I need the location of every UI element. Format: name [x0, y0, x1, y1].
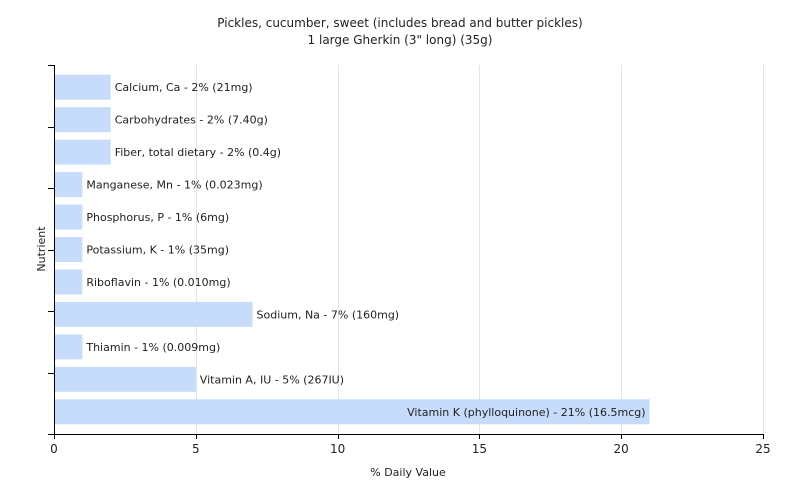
bar-data-label: Carbohydrates - 2% (7.40g): [115, 114, 268, 127]
bar: [55, 172, 83, 198]
bar: [55, 334, 83, 360]
bar-data-label: Riboflavin - 1% (0.010mg): [86, 276, 230, 289]
bar: [55, 399, 650, 425]
bar: [55, 107, 111, 133]
y-axis-title: Nutrient: [35, 226, 48, 272]
bars: Calcium, Ca - 2% (21mg) Carbohydrates - 2…: [55, 74, 650, 425]
bar-data-label: Calcium, Ca - 2% (21mg): [115, 81, 253, 94]
bar: [55, 139, 111, 165]
x-tick-label: 25: [755, 442, 770, 456]
chart-title: Pickles, cucumber, sweet (includes bread…: [217, 16, 582, 30]
x-tick-label: 20: [614, 442, 629, 456]
gridlines: [196, 65, 764, 434]
chart-subtitle: 1 large Gherkin (3" long) (35g): [308, 33, 493, 47]
bar-data-label: Vitamin A, IU - 5% (267IU): [200, 373, 344, 386]
bar: [55, 74, 111, 100]
bar-data-label: Vitamin K (phylloquinone) - 21% (16.5mcg…: [407, 406, 645, 419]
bar-data-label: Phosphorus, P - 1% (6mg): [86, 211, 229, 224]
x-tick-label: 0: [50, 442, 58, 456]
bar-data-label: Manganese, Mn - 1% (0.023mg): [86, 179, 262, 192]
bar-data-label: Fiber, total dietary - 2% (0.4g): [115, 146, 281, 159]
x-axis-title: % Daily Value: [370, 466, 446, 479]
bar: [55, 301, 253, 327]
axes: 0 5 10 15 20 25: [48, 65, 771, 456]
bar-data-label: Thiamin - 1% (0.009mg): [85, 341, 220, 354]
bar: [55, 204, 83, 230]
bar-data-label: Sodium, Na - 7% (160mg): [257, 308, 400, 321]
bar: [55, 269, 83, 295]
bar-data-label: Potassium, K - 1% (35mg): [86, 244, 229, 257]
x-tick-label: 10: [330, 442, 345, 456]
bar: [55, 366, 196, 392]
x-tick-label: 15: [472, 442, 487, 456]
bar: [55, 237, 83, 262]
x-tick-label: 5: [192, 442, 200, 456]
